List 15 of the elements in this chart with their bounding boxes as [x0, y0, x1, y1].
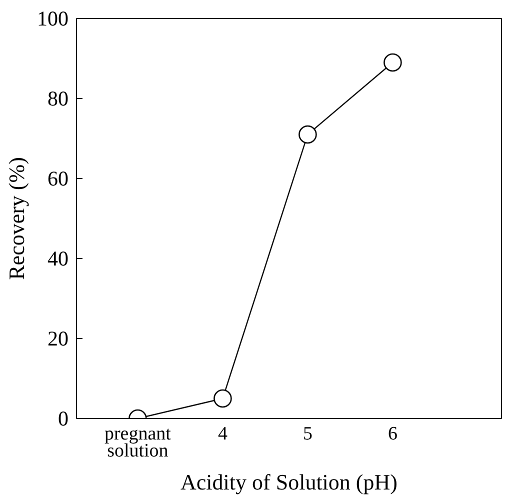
x-tick-label: 5 — [302, 424, 312, 444]
x-tick-label: 6 — [388, 424, 398, 444]
x-axis-title: Acidity of Solution (pH) — [180, 469, 398, 494]
y-tick-label: 20 — [48, 326, 68, 350]
y-tick-label: 60 — [48, 166, 68, 190]
x-tick-label: 4 — [218, 424, 228, 444]
x-tick-label: pregnant solution — [104, 424, 172, 462]
y-tick-label: 0 — [58, 406, 68, 430]
y-axis-title: Recovery (%) — [4, 157, 29, 280]
y-tick-label: 40 — [48, 246, 68, 270]
point — [384, 53, 402, 72]
point — [214, 389, 232, 408]
point — [298, 125, 317, 144]
y-tick-label: 80 — [48, 86, 68, 110]
y-tick-label: 100 — [37, 6, 68, 30]
